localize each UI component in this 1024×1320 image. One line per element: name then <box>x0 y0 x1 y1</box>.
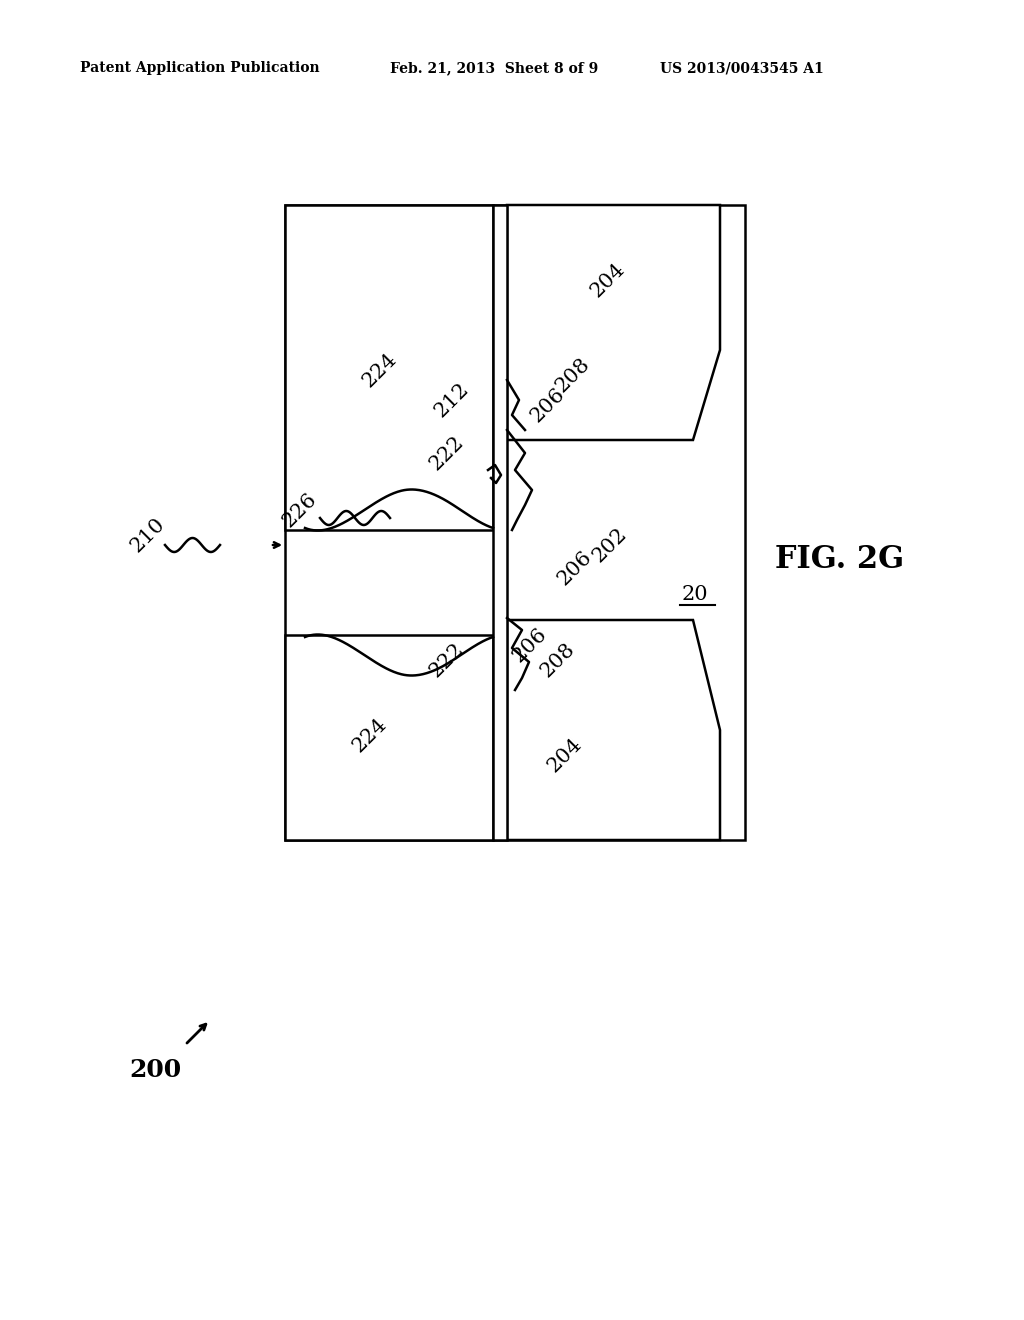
Text: US 2013/0043545 A1: US 2013/0043545 A1 <box>660 61 823 75</box>
Bar <box>285 635 493 840</box>
Text: FIG. 2G: FIG. 2G <box>775 544 904 576</box>
Text: 222: 222 <box>426 432 468 474</box>
Bar <box>285 205 493 531</box>
Text: 20: 20 <box>682 586 709 605</box>
Text: 224: 224 <box>349 714 391 756</box>
Text: 224: 224 <box>359 350 400 391</box>
Polygon shape <box>507 620 720 840</box>
Text: 204: 204 <box>544 734 586 776</box>
Polygon shape <box>507 205 720 440</box>
Text: 204: 204 <box>587 259 629 301</box>
Text: 226: 226 <box>280 490 321 531</box>
Text: 202: 202 <box>589 524 631 566</box>
Text: Patent Application Publication: Patent Application Publication <box>80 61 319 75</box>
Text: 206: 206 <box>527 384 568 426</box>
Text: Feb. 21, 2013  Sheet 8 of 9: Feb. 21, 2013 Sheet 8 of 9 <box>390 61 598 75</box>
Text: 206: 206 <box>509 624 551 665</box>
Bar <box>285 205 745 840</box>
Text: 200: 200 <box>129 1059 181 1082</box>
Text: 206: 206 <box>554 548 596 589</box>
Text: 212: 212 <box>431 379 473 421</box>
Text: 208: 208 <box>552 354 594 396</box>
Text: 222: 222 <box>426 639 468 681</box>
Bar <box>493 205 507 840</box>
Text: 210: 210 <box>127 515 169 556</box>
Text: 208: 208 <box>538 639 579 681</box>
